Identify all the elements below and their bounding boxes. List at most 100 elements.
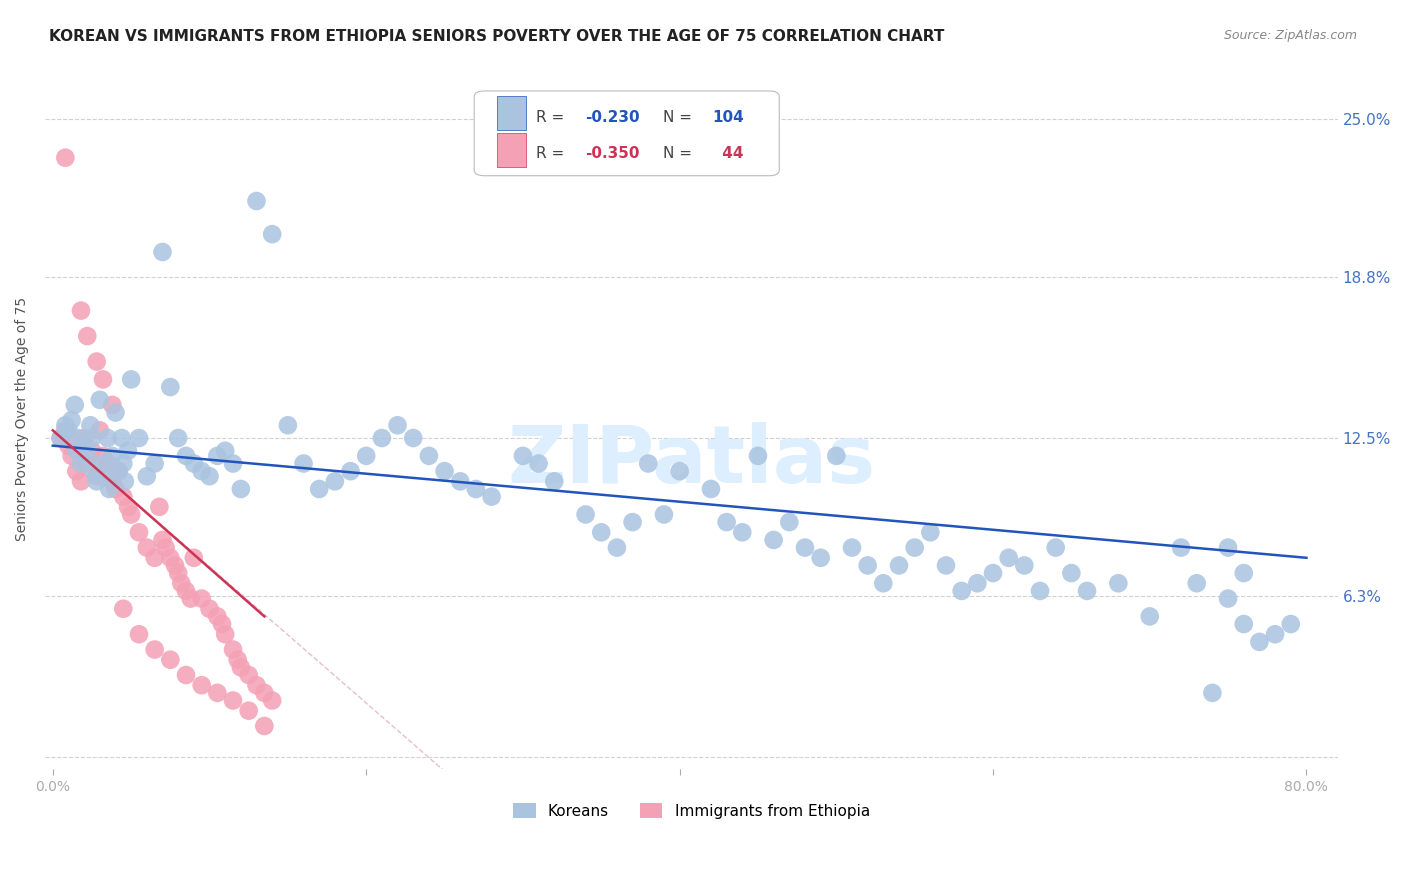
Point xyxy=(66,431,89,445)
Point xyxy=(60,413,83,427)
Point xyxy=(1076,583,1098,598)
Point xyxy=(155,541,177,555)
Point xyxy=(277,418,299,433)
Point xyxy=(198,469,221,483)
Point xyxy=(339,464,361,478)
Point xyxy=(101,398,124,412)
Point xyxy=(229,660,252,674)
Point xyxy=(60,449,83,463)
Point xyxy=(86,469,108,483)
Text: Source: ZipAtlas.com: Source: ZipAtlas.com xyxy=(1223,29,1357,42)
Point xyxy=(152,533,174,547)
Point xyxy=(167,431,190,445)
Point xyxy=(253,719,276,733)
Point xyxy=(841,541,863,555)
Point xyxy=(966,576,988,591)
Point xyxy=(253,686,276,700)
Point xyxy=(98,482,121,496)
Point xyxy=(112,601,135,615)
Point xyxy=(143,457,166,471)
Point xyxy=(262,693,284,707)
Point xyxy=(183,457,205,471)
Point xyxy=(167,566,190,580)
FancyBboxPatch shape xyxy=(474,91,779,176)
Point xyxy=(1264,627,1286,641)
Text: 104: 104 xyxy=(711,110,744,125)
Point xyxy=(1216,541,1239,555)
Point xyxy=(716,515,738,529)
Point xyxy=(143,642,166,657)
Point xyxy=(174,583,197,598)
Point xyxy=(128,431,150,445)
Point xyxy=(53,423,76,437)
Point xyxy=(70,475,93,489)
Point xyxy=(114,475,136,489)
Legend: Koreans, Immigrants from Ethiopia: Koreans, Immigrants from Ethiopia xyxy=(506,797,876,825)
Point xyxy=(104,405,127,419)
Point xyxy=(245,194,267,208)
Point xyxy=(591,525,613,540)
Point xyxy=(606,541,628,555)
Point xyxy=(433,464,456,478)
Point xyxy=(148,500,170,514)
Point xyxy=(89,392,111,407)
Point xyxy=(73,439,96,453)
Point xyxy=(117,443,139,458)
Point xyxy=(700,482,723,496)
Point xyxy=(1233,566,1256,580)
Point xyxy=(981,566,1004,580)
Point xyxy=(152,245,174,260)
Point xyxy=(159,550,181,565)
Point xyxy=(190,678,212,692)
Point xyxy=(76,329,98,343)
Text: -0.350: -0.350 xyxy=(585,146,640,161)
Point xyxy=(112,490,135,504)
Point xyxy=(464,482,486,496)
Point xyxy=(308,482,330,496)
Point xyxy=(159,653,181,667)
Point xyxy=(226,653,249,667)
Point xyxy=(323,475,346,489)
Point xyxy=(747,449,769,463)
Point xyxy=(904,541,927,555)
Point xyxy=(91,457,114,471)
Point xyxy=(83,464,105,478)
Point xyxy=(170,576,193,591)
Point xyxy=(76,449,98,463)
Point xyxy=(1279,617,1302,632)
Point xyxy=(207,609,229,624)
Point xyxy=(111,431,134,445)
Point xyxy=(222,642,245,657)
Point xyxy=(354,449,377,463)
Point xyxy=(128,627,150,641)
Text: -0.230: -0.230 xyxy=(585,110,640,125)
Point xyxy=(58,423,80,437)
Point xyxy=(238,704,260,718)
Text: R =: R = xyxy=(536,110,569,125)
Point xyxy=(527,457,550,471)
Point xyxy=(621,515,644,529)
Point xyxy=(97,431,120,445)
Point xyxy=(207,686,229,700)
Point xyxy=(1029,583,1052,598)
Point xyxy=(58,439,80,453)
Point xyxy=(222,693,245,707)
Point xyxy=(214,627,236,641)
Point xyxy=(180,591,202,606)
Point xyxy=(207,449,229,463)
Point xyxy=(198,601,221,615)
Point xyxy=(449,475,471,489)
Point xyxy=(222,457,245,471)
Point xyxy=(70,303,93,318)
Point xyxy=(91,372,114,386)
Text: 44: 44 xyxy=(717,146,744,161)
Point xyxy=(86,475,108,489)
Point xyxy=(1170,541,1192,555)
Text: N =: N = xyxy=(662,110,697,125)
Point xyxy=(418,449,440,463)
Point xyxy=(128,525,150,540)
Point xyxy=(1060,566,1083,580)
Point xyxy=(65,443,87,458)
Text: KOREAN VS IMMIGRANTS FROM ETHIOPIA SENIORS POVERTY OVER THE AGE OF 75 CORRELATIO: KOREAN VS IMMIGRANTS FROM ETHIOPIA SENIO… xyxy=(49,29,945,44)
Point xyxy=(668,464,690,478)
